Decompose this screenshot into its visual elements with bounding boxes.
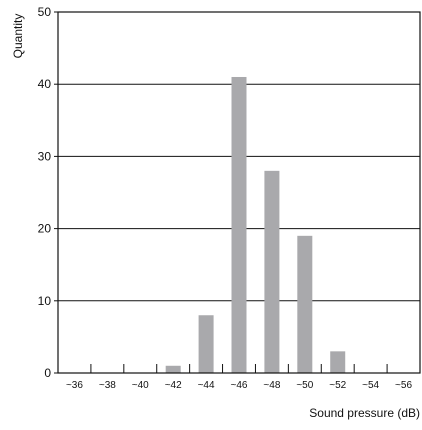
bar-3	[165, 365, 181, 373]
bars	[165, 76, 346, 373]
y-tick-label-40: 40	[38, 77, 52, 91]
axes	[54, 11, 421, 374]
y-tick-label-50: 50	[38, 5, 52, 19]
x-tick-label-0: ~36	[66, 380, 83, 391]
bar-7	[297, 235, 313, 373]
labels: Quantity Sound pressure (dB) 0 10 20 30 40 50…	[11, 5, 420, 420]
x-tick-label-7: ~50	[296, 380, 313, 391]
x-tick-label-8: ~52	[329, 380, 346, 391]
x-tick-label-9: ~54	[362, 380, 379, 391]
x-tick-label-2: ~40	[132, 380, 149, 391]
x-tick-label-1: ~38	[99, 380, 116, 391]
y-tick-label-0: 0	[44, 366, 51, 380]
x-tick-label-3: ~42	[165, 380, 182, 391]
x-axis-title: Sound pressure (dB)	[309, 406, 420, 420]
y-tick-label-20: 20	[38, 222, 52, 236]
x-tick-label-4: ~44	[198, 380, 215, 391]
bar-5	[231, 76, 247, 373]
bar-4	[198, 315, 214, 373]
plot-frame	[57, 11, 421, 374]
y-tick-label-30: 30	[38, 149, 52, 163]
x-tick-label-10: ~56	[395, 380, 412, 391]
x-tick-label-6: ~48	[263, 380, 280, 391]
y-tick-label-10: 10	[38, 294, 52, 308]
x-tick-label-5: ~46	[231, 380, 248, 391]
y-axis-title: Quantity	[11, 14, 25, 59]
bar-8	[330, 351, 346, 373]
bar-6	[264, 170, 280, 373]
